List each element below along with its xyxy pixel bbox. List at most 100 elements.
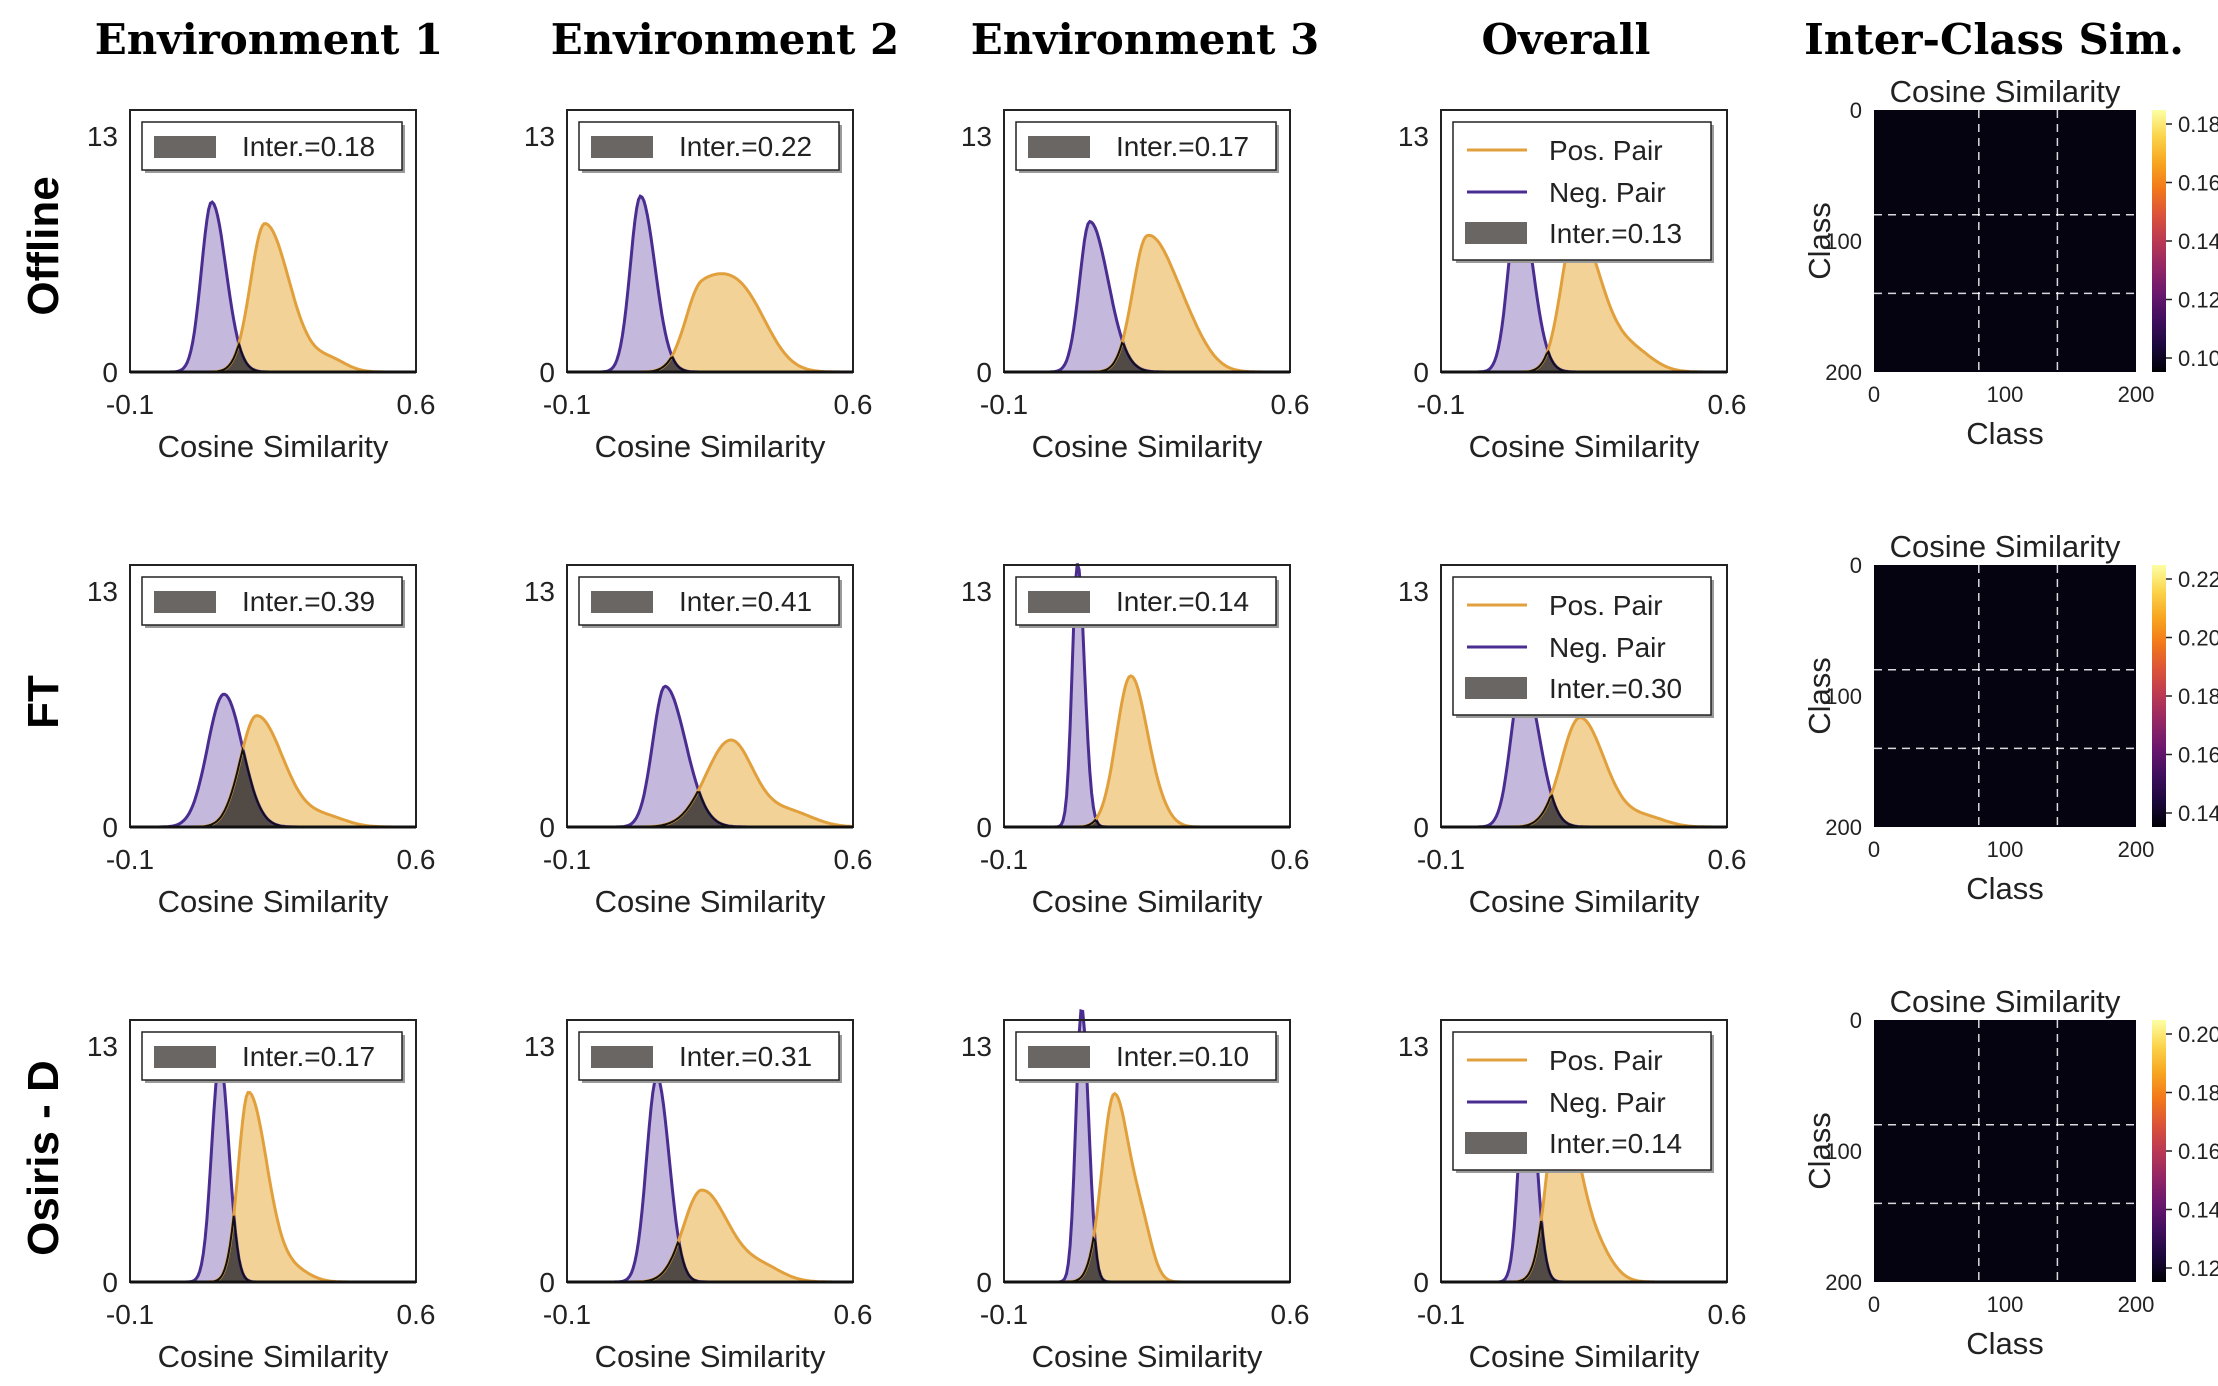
x-tick-label: 0.6 (397, 844, 436, 875)
y-tick-label: 13 (1398, 1031, 1429, 1062)
heatmap-y-tick: 200 (1825, 360, 1862, 385)
neg-pair-area (1441, 674, 1727, 827)
pos-pair-area (567, 740, 853, 827)
x-tick-label: -0.1 (106, 1299, 154, 1330)
pos-pair-area (130, 223, 416, 372)
pos-pair-area (1004, 1093, 1290, 1282)
legend-swatch-inter (1028, 1046, 1090, 1068)
legend-label-inter: Inter.=0.41 (679, 586, 812, 617)
heatmap-x-tick: 200 (2118, 382, 2155, 407)
neg-pair-area (130, 202, 416, 372)
y-tick-label: 0 (976, 812, 992, 843)
legend-label-pos: Pos. Pair (1549, 1045, 1663, 1076)
legend-swatch-inter (591, 591, 653, 613)
x-tick-label: 0.6 (397, 389, 436, 420)
density-panel: 13 0-0.1 0.6 Cosine Similarity Inter.=0.18 (87, 109, 436, 464)
intersection-area (567, 792, 853, 827)
x-tick-label: 0.6 (834, 844, 873, 875)
y-tick-label: 13 (1398, 576, 1429, 607)
y-tick-label: 13 (961, 576, 992, 607)
density-panel: 13 0-0.1 0.6 Cosine Similarity Inter.=0.10 (961, 1008, 1310, 1374)
x-tick-label: -0.1 (543, 844, 591, 875)
density-panel: 13 0-0.1 0.6 Cosine Similarity Inter.=0.22 (524, 109, 872, 464)
x-tick-label: 0.6 (1271, 844, 1310, 875)
row-title: FT (19, 675, 68, 729)
pos-pair-area (1004, 675, 1290, 827)
neg-pair-area (1004, 563, 1290, 827)
x-tick-label: 0.6 (1271, 1299, 1310, 1330)
y-tick-label: 13 (1398, 121, 1429, 152)
pos-pair-area (1004, 235, 1290, 372)
y-tick-label: 0 (102, 812, 118, 843)
legend-label-neg: Neg. Pair (1549, 632, 1666, 663)
x-tick-label: 0.6 (1708, 389, 1747, 420)
density-panel: 13 0-0.1 0.6 Cosine Similarity Inter.=0.17 (87, 1019, 435, 1374)
colorbar-tick-label: 0.10 (2178, 346, 2218, 371)
y-tick-label: 13 (87, 121, 118, 152)
x-axis-label: Cosine Similarity (1032, 1339, 1263, 1374)
y-tick-label: 13 (961, 121, 992, 152)
legend-label-inter: Inter.=0.17 (242, 1041, 375, 1072)
y-tick-label: 13 (524, 1031, 555, 1062)
row-titles: Offline FT Osiris - D (19, 176, 68, 1255)
y-tick-label: 0 (102, 1267, 118, 1298)
heatmap-background (1874, 110, 2136, 372)
y-tick-label: 0 (1413, 812, 1429, 843)
heatmap-title: Cosine Similarity (1890, 74, 2121, 109)
column-title: Overall (1482, 15, 1651, 64)
neg-pair-area (1004, 1010, 1290, 1282)
heatmap-x-tick: 100 (1987, 382, 2024, 407)
heatmap-background (1874, 565, 2136, 827)
density-panel: 13 0-0.1 0.6 Cosine Similarity Pos. Pair Neg.… (1398, 564, 1747, 919)
y-tick-label: 0 (1413, 357, 1429, 388)
heatmap-y-tick: 100 (1825, 229, 1862, 254)
y-tick-label: 13 (524, 121, 555, 152)
legend-swatch-inter (1465, 222, 1527, 244)
y-tick-label: 0 (539, 357, 555, 388)
y-tick-label: 0 (102, 357, 118, 388)
x-tick-label: 0.6 (1271, 389, 1310, 420)
pos-pair-area (130, 715, 416, 827)
x-axis-label: Cosine Similarity (158, 429, 389, 464)
column-title: Environment 3 (971, 15, 1320, 64)
pos-pair-area (130, 1092, 416, 1282)
x-tick-label: -0.1 (980, 844, 1028, 875)
heatmap-x-tick: 0 (1868, 382, 1880, 407)
legend-label-pos: Pos. Pair (1549, 135, 1663, 166)
pos-pair-area (567, 273, 853, 372)
density-panel: 13 0-0.1 0.6 Cosine Similarity Pos. Pair Neg.… (1398, 1019, 1746, 1374)
y-tick-label: 13 (87, 576, 118, 607)
x-tick-label: 0.6 (1708, 844, 1747, 875)
y-tick-label: 0 (539, 1267, 555, 1298)
legend-label-inter: Inter.=0.31 (679, 1041, 812, 1072)
x-axis-label: Cosine Similarity (158, 1339, 389, 1374)
pos-pair-area (1441, 717, 1727, 827)
legend-swatch-inter (1028, 591, 1090, 613)
colorbar (2152, 110, 2166, 372)
legend-label-inter: Inter.=0.10 (1116, 1041, 1249, 1072)
heatmap-x-label: Class (1966, 416, 2044, 451)
pos-pair-area (1441, 225, 1727, 372)
column-titles: Environment 1 Environment 2 Environment … (95, 15, 2184, 64)
legend-label-pos: Pos. Pair (1549, 590, 1663, 621)
y-tick-label: 13 (961, 1031, 992, 1062)
x-tick-label: -0.1 (980, 1299, 1028, 1330)
density-panel: 13 0-0.1 0.6 Cosine Similarity Inter.=0.31 (524, 1019, 873, 1374)
legend-label-neg: Neg. Pair (1549, 177, 1666, 208)
legend-label-inter: Inter.=0.18 (242, 131, 375, 162)
y-tick-label: 0 (1413, 1267, 1429, 1298)
y-tick-label: 0 (539, 812, 555, 843)
colorbar-tick-label: 0.12 (2178, 288, 2218, 313)
legend-swatch-inter (591, 1046, 653, 1068)
x-axis-label: Cosine Similarity (1469, 884, 1700, 919)
x-tick-label: 0.6 (834, 1299, 873, 1330)
x-tick-label: -0.1 (1417, 389, 1465, 420)
pos-pair-area (567, 1190, 853, 1282)
y-tick-label: 13 (524, 576, 555, 607)
x-tick-label: -0.1 (106, 389, 154, 420)
x-axis-label: Cosine Similarity (595, 1339, 826, 1374)
colorbar-tick-label: 0.18 (2178, 112, 2218, 137)
